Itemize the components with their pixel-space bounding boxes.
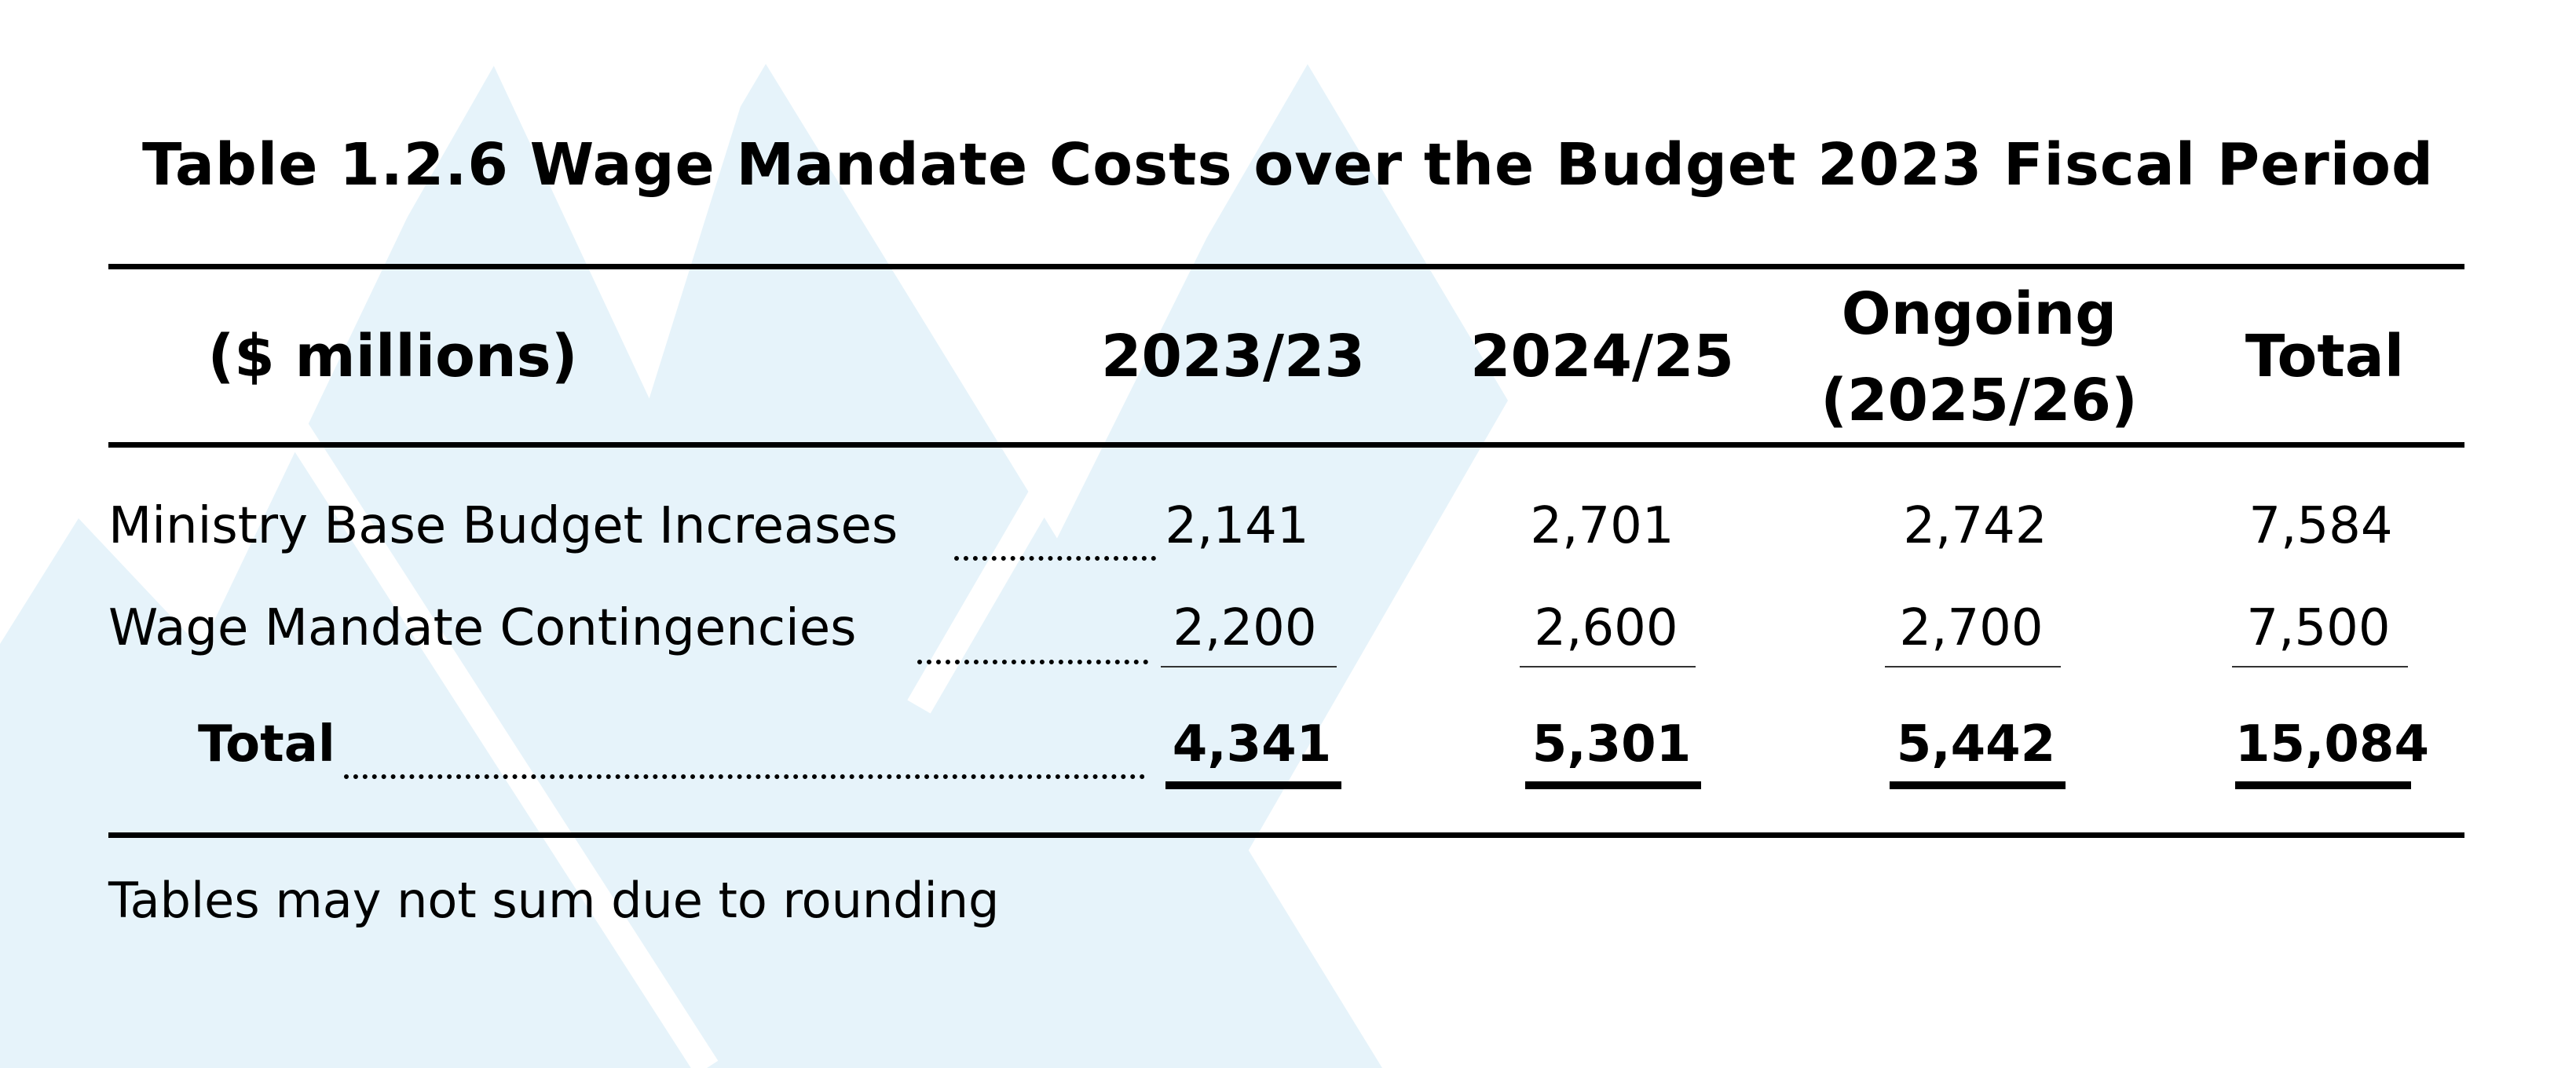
cell-contingencies-total: 7,500: [2246, 599, 2391, 657]
dot-leader: [917, 660, 1148, 664]
header-col-ongoing-period: (2025/26): [1820, 367, 2138, 434]
subtotal-underline: [1520, 666, 1696, 668]
header-unit: ($ millions): [207, 323, 578, 390]
table-title: Table 1.2.6 Wage Mandate Costs over the …: [142, 131, 2434, 199]
header-col-2024-25: 2024/25: [1470, 323, 1734, 390]
cell-contingencies-2023-23: 2,200: [1173, 599, 1317, 657]
header-col-2023-23: 2023/23: [1101, 323, 1365, 390]
row-label-wage-contingencies: Wage Mandate Contingencies: [108, 599, 857, 657]
total-double-underline: [2235, 781, 2411, 789]
cell-contingencies-2024-25: 2,600: [1534, 599, 1678, 657]
subtotal-underline: [1161, 666, 1337, 668]
header-col-ongoing: Ongoing: [1841, 280, 2117, 348]
subtotal-underline: [1885, 666, 2061, 668]
subtotal-underline: [2232, 666, 2408, 668]
bottom-rule: [108, 832, 2464, 838]
background-stripe: [271, 44, 499, 415]
cell-ministry-total: 7,584: [2249, 497, 2393, 555]
footnote: Tables may not sum due to rounding: [108, 872, 1000, 929]
cell-ministry-2023-23: 2,141: [1165, 497, 1309, 555]
background-stripe: [907, 44, 1312, 714]
cell-total-2024-25: 5,301: [1531, 715, 1692, 774]
header-col-total: Total: [2245, 323, 2405, 390]
total-double-underline: [1165, 781, 1341, 789]
row-label-ministry-base: Ministry Base Budget Increases: [108, 497, 898, 555]
row-label-total: Total: [198, 715, 335, 774]
cell-ministry-ongoing: 2,742: [1903, 497, 2047, 555]
dot-leader: [954, 556, 1156, 561]
background-stripe: [271, 400, 719, 1068]
cell-total-total: 15,084: [2235, 715, 2429, 774]
total-double-underline: [1525, 781, 1701, 789]
background-stripe: [632, 44, 770, 251]
cell-total-ongoing: 5,442: [1896, 715, 2056, 774]
cell-ministry-2024-25: 2,701: [1530, 497, 1674, 555]
dot-leader: [344, 774, 1145, 779]
cell-total-2023-23: 4,341: [1172, 715, 1332, 774]
cell-contingencies-ongoing: 2,700: [1899, 599, 2044, 657]
total-double-underline: [1890, 781, 2066, 789]
top-rule: [108, 264, 2464, 269]
header-rule: [108, 442, 2464, 448]
